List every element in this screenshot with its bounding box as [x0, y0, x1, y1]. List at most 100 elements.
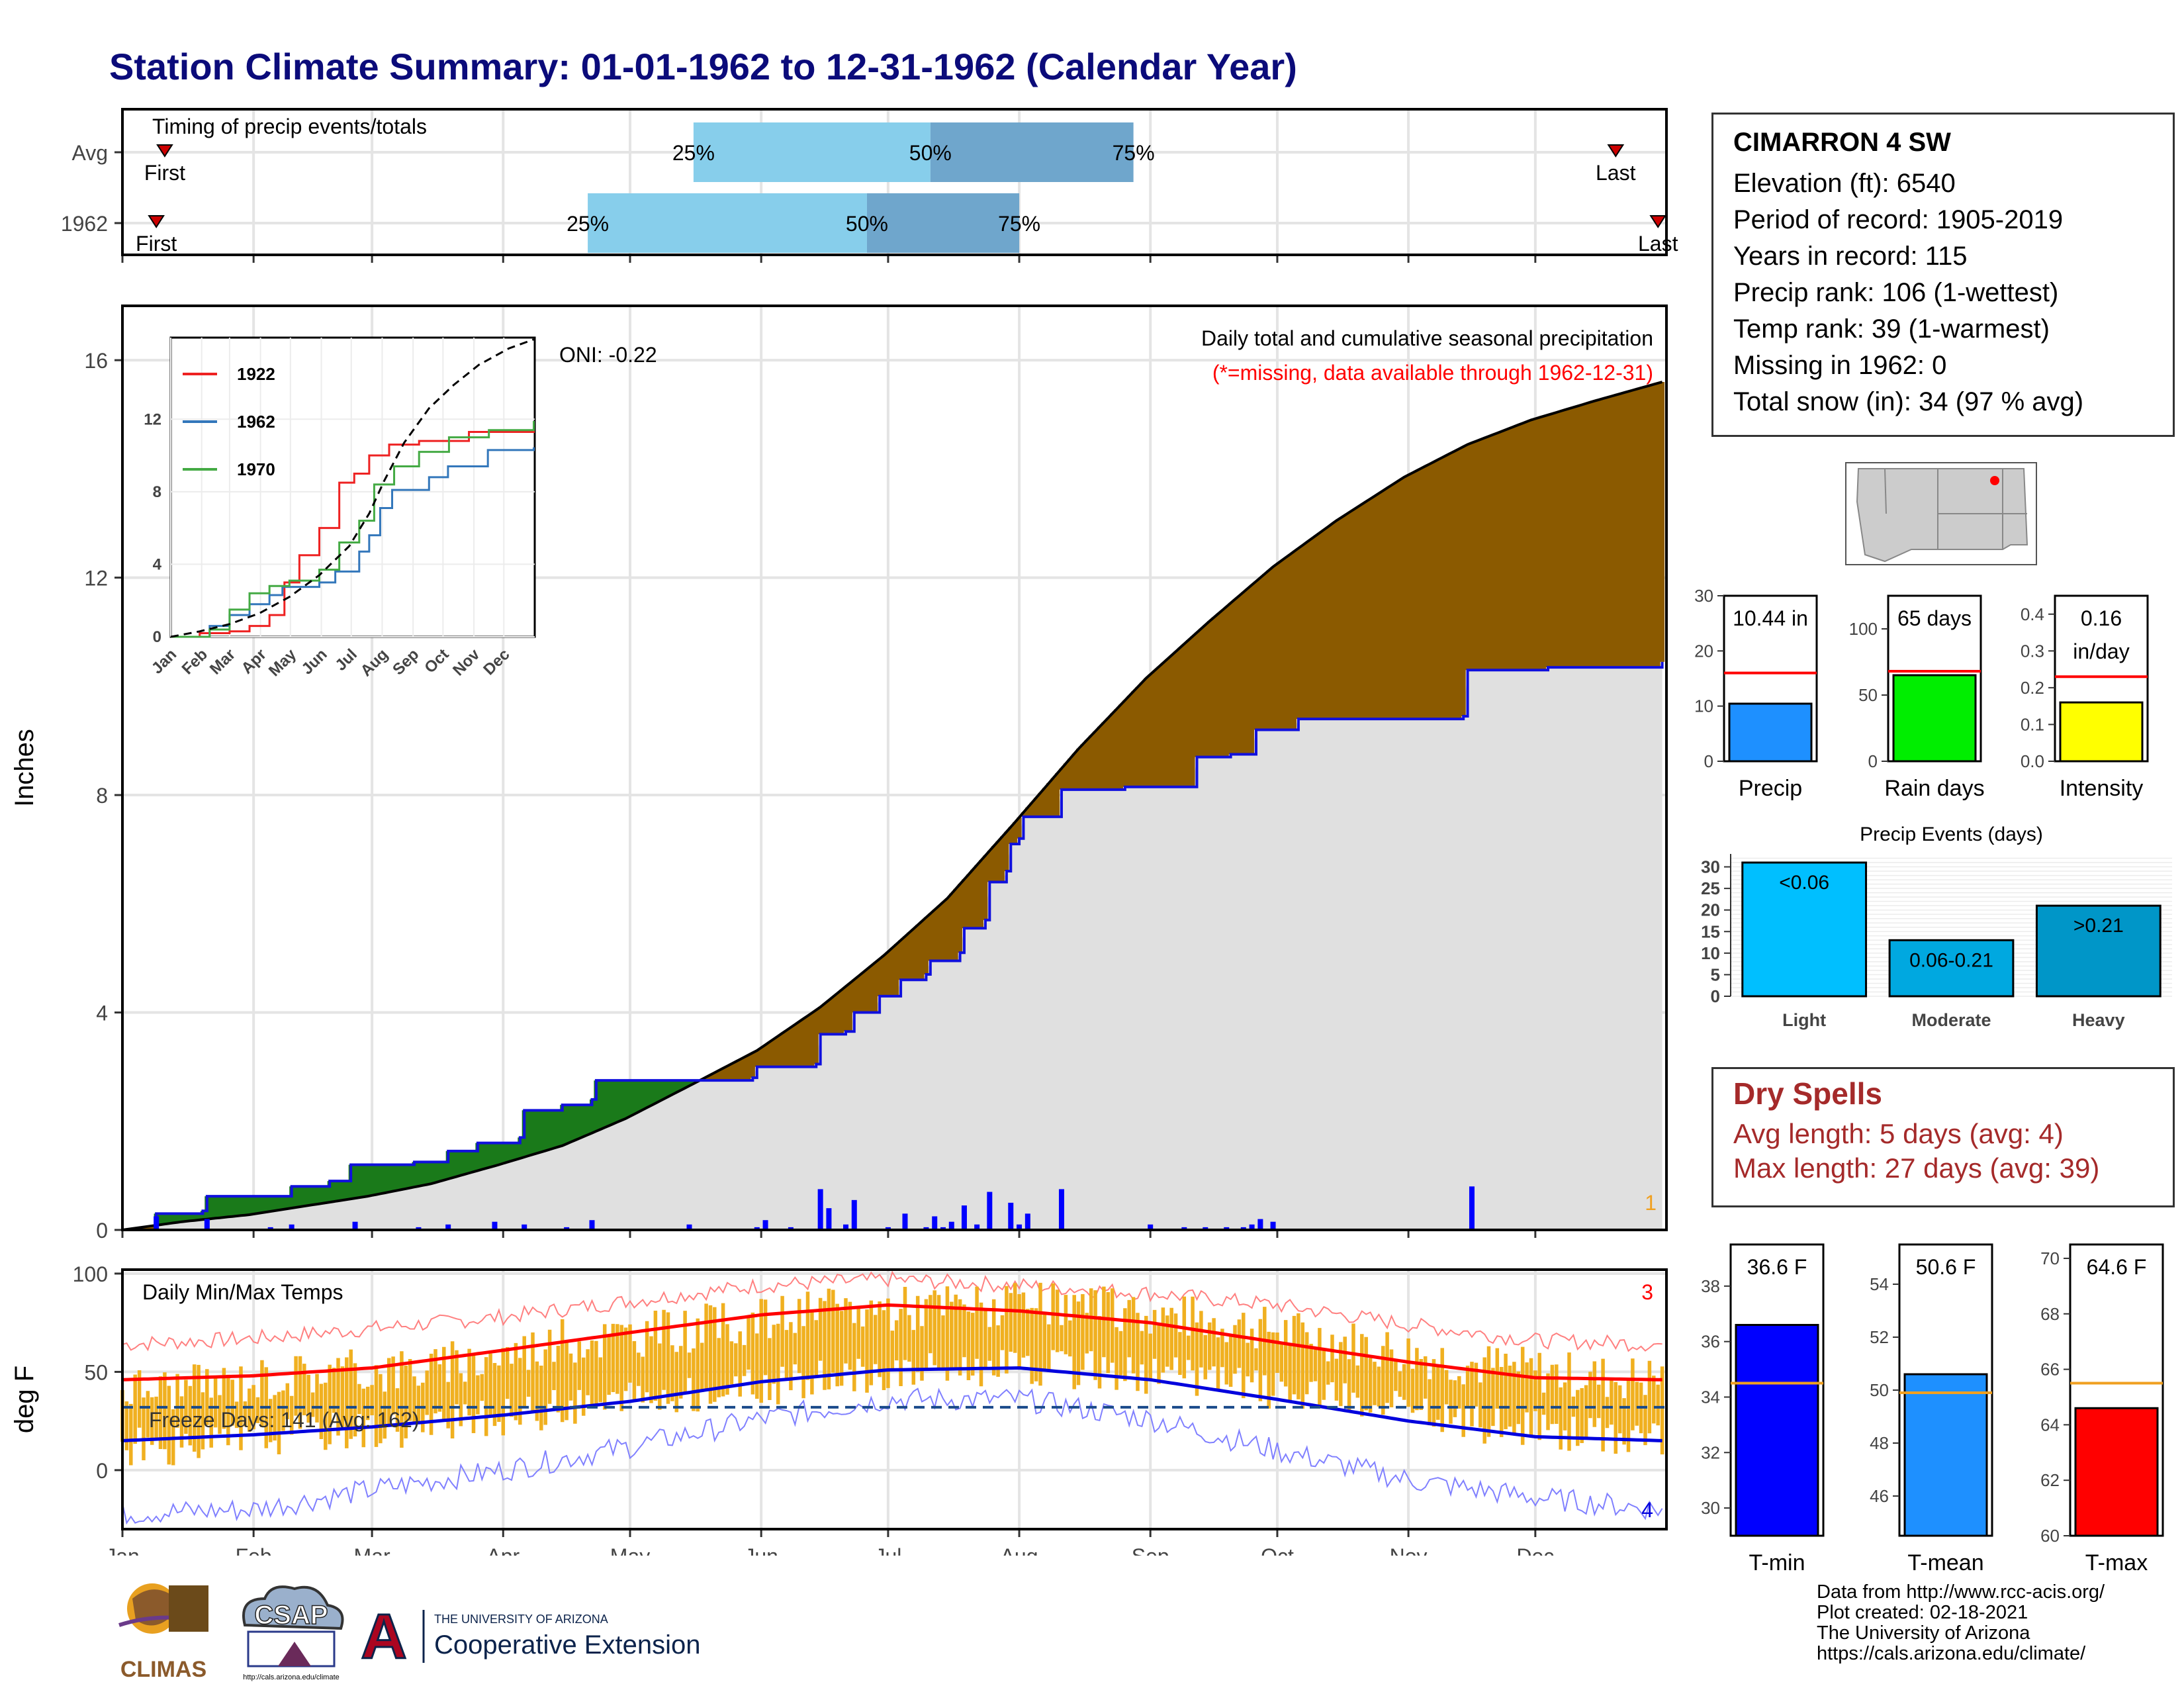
temp-x-label: Nov — [1390, 1544, 1428, 1556]
precip-daily-bar — [564, 1227, 570, 1230]
temp-avg-tmax-line — [122, 1303, 1662, 1382]
precip-daily-bar — [902, 1213, 908, 1230]
temp-x-label: Apr — [486, 1544, 520, 1556]
precip-count-label: 1 — [1645, 1191, 1657, 1215]
precip-daily-bar — [826, 1208, 832, 1230]
temp-y-label: 50 — [84, 1360, 108, 1384]
temp-summary-y-label: 52 — [1870, 1327, 1889, 1347]
precip-daily-bar — [948, 1221, 954, 1230]
precip-summary-y-label: 0.2 — [2021, 678, 2044, 698]
temp-summary-y-label: 54 — [1870, 1274, 1889, 1294]
precip-daily-bar — [445, 1224, 451, 1230]
temp-record-low-count: 4 — [1641, 1498, 1653, 1522]
precip-daily-bar — [1469, 1186, 1475, 1230]
timing-marker-first — [148, 215, 165, 228]
csap-logo-url: http://cals.arizona.edu/climate — [243, 1673, 340, 1681]
precip-daily-bar — [1148, 1224, 1154, 1230]
temp-y-label: 100 — [73, 1262, 108, 1286]
precip-daily-bar — [1058, 1189, 1064, 1230]
inset-avg-line — [170, 338, 535, 638]
temp-summary-y-label: 32 — [1701, 1442, 1720, 1462]
temp-summary-y-label: 70 — [2040, 1248, 2060, 1268]
timing-label-first: First — [144, 161, 185, 185]
precip-daily-bar — [589, 1220, 595, 1230]
inset-legend-label: 1962 — [237, 412, 275, 432]
precip-summary-value-label: 65 days — [1897, 606, 1972, 630]
temp-summary-y-label: 64 — [2040, 1415, 2060, 1434]
precip-chart: 0 4 8 12 16 1 Daily total and cumulative seaso… — [10, 305, 1668, 1243]
temp-x-label: Dec — [1516, 1544, 1554, 1556]
timing-bar-q1 — [693, 122, 931, 182]
inset-y-label: 4 — [153, 555, 162, 573]
precip-daily-bar — [1249, 1224, 1255, 1230]
precip-obs-cumulative-line — [122, 661, 1664, 1231]
timing-label-last: Last — [1638, 232, 1678, 256]
temp-summary-y-label: 34 — [1701, 1387, 1720, 1407]
precip-summary-y-label: 50 — [1858, 685, 1878, 705]
timing-label-p75: 75% — [998, 212, 1040, 236]
temp-summary-bar-t-mean — [1903, 1373, 1988, 1537]
events-bar-moderate — [1888, 939, 2015, 998]
temp-summary-y-label: 66 — [2040, 1360, 2060, 1380]
precip-daily-bar — [1240, 1227, 1246, 1230]
events-bar-light — [1741, 861, 1868, 998]
temp-summary-category-label: T-max — [2085, 1550, 2148, 1575]
inset-y-label: 0 — [153, 628, 161, 646]
precip-daily-bar — [885, 1227, 891, 1230]
temp-summary-bar-t-max — [2074, 1407, 2159, 1537]
precip-daily-bar — [1008, 1202, 1014, 1230]
ua-logo-line2: Cooperative Extension — [434, 1630, 700, 1660]
precip-daily-bar — [1224, 1227, 1230, 1230]
precip-daily-bar — [987, 1192, 993, 1230]
ua-cooperative-extension-logo: A THE UNIVERSITY OF ARIZONA Cooperative … — [360, 1602, 701, 1673]
precip-y-label: 16 — [84, 349, 108, 373]
climas-logo-text: CLIMAS — [120, 1657, 206, 1682]
station-missing: Missing in 1962: 0 — [1733, 351, 1947, 380]
temp-chart-title: Daily Min/Max Temps — [142, 1280, 343, 1304]
inset-series-line — [171, 428, 535, 638]
precip-summary-category-label: Precip — [1739, 776, 1802, 801]
temp-x-label: Feb — [236, 1544, 272, 1556]
temp-x-label: Jan — [105, 1544, 140, 1556]
credit-plot-date: Plot created: 02-18-2021 — [1817, 1602, 2028, 1623]
temp-x-label: Sep — [1132, 1544, 1169, 1556]
temp-summary-value-label: 36.6 F — [1747, 1255, 1807, 1279]
events-y-label: 5 — [1711, 964, 1720, 984]
station-elevation: Elevation (ft): 6540 — [1733, 169, 1956, 198]
precip-daily-bar — [851, 1199, 857, 1230]
timing-bar-q2 — [866, 193, 1020, 253]
precip-summary-value-label: 0.16 — [2081, 606, 2122, 630]
station-name: CIMARRON 4 SW — [1733, 128, 1951, 157]
timing-chart-title: Timing of precip events/totals — [152, 115, 427, 138]
temp-record-high-count: 3 — [1641, 1280, 1653, 1304]
temp-y-label: 0 — [96, 1459, 108, 1483]
credit-data-source: Data from http://www.rcc-acis.org/ — [1817, 1581, 2105, 1603]
precip-summary-y-label: 0.3 — [2021, 641, 2044, 661]
inset-legend-label: 1922 — [237, 364, 275, 384]
precip-daily-bar — [754, 1227, 760, 1230]
precip-daily-bar — [1257, 1219, 1263, 1230]
station-info-box: CIMARRON 4 SW Elevation (ft): 6540 Perio… — [1711, 113, 2175, 437]
temp-y-axis-title: deg F — [10, 1366, 39, 1433]
precip-y-label: 8 — [96, 784, 108, 808]
events-y-label: 0 — [1711, 986, 1720, 1006]
precip-summary-y-label: 0 — [1868, 751, 1878, 771]
precip-daily-bar — [817, 1189, 823, 1230]
timing-label-last: Last — [1596, 161, 1636, 185]
precip-daily-bar — [762, 1220, 768, 1230]
precip-summary-y-label: 10 — [1694, 696, 1713, 716]
temp-summary-category-label: T-min — [1749, 1550, 1805, 1575]
csap-logo: CSAP http://cals.arizona.edu/climate — [242, 1585, 344, 1681]
precip-summary-category-label: Intensity — [2060, 776, 2144, 801]
dry-spells-box: Dry Spells Avg length: 5 days (avg: 4) M… — [1711, 1067, 2175, 1207]
events-y-label: 25 — [1701, 878, 1720, 898]
ua-logo-letter: A — [361, 1602, 406, 1672]
temp-summary-bars: 30 32 34 36 38 36.6 F T-min 46 48 50 52 54 50.6 F T-m… — [1701, 1243, 2164, 1575]
precip-daily-bar — [416, 1227, 422, 1230]
precip-daily-bar — [932, 1216, 938, 1230]
inset-y-label: 12 — [144, 410, 161, 428]
events-category-label: Moderate — [1911, 1010, 1991, 1030]
temp-summary-y-label: 60 — [2040, 1526, 2060, 1546]
temp-summary-y-label: 36 — [1701, 1332, 1720, 1352]
timing-marker-last — [1649, 215, 1667, 228]
